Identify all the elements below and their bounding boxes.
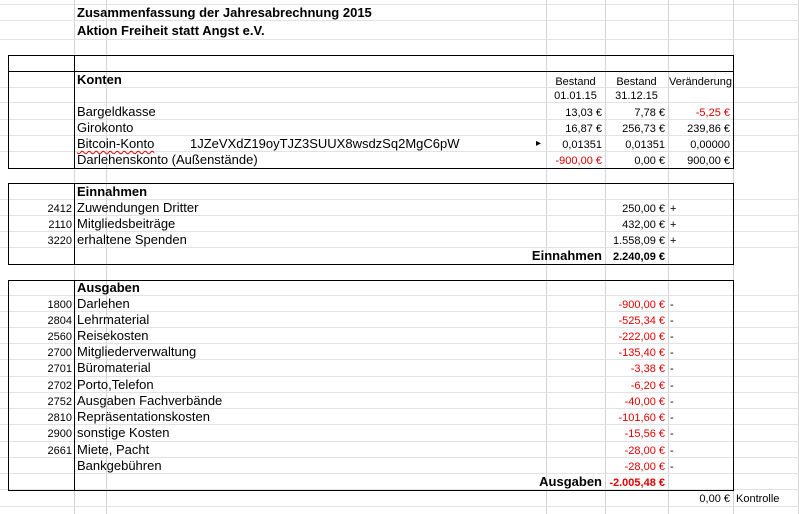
- sign-minus[interactable]: -: [670, 396, 674, 408]
- sign-minus[interactable]: -: [670, 315, 674, 327]
- konto-end[interactable]: 0,00 €: [634, 155, 665, 167]
- expense-amount[interactable]: -28,00 €: [624, 445, 665, 457]
- expense-amount[interactable]: -40,00 €: [624, 396, 665, 408]
- bitcoin-address[interactable]: 1JZeVXdZ19oyTJZ3SUUX8wsdzSq2MgC6pW: [190, 136, 460, 151]
- expense-label[interactable]: Porto,Telefon: [77, 377, 154, 392]
- expense-label[interactable]: Lehrmaterial: [77, 312, 150, 327]
- konto-start[interactable]: -900,00 €: [555, 155, 602, 167]
- account-code[interactable]: 2560: [47, 331, 72, 343]
- einnahmen-total[interactable]: 2.240,09 €: [613, 251, 665, 263]
- account-code[interactable]: 2810: [47, 412, 72, 424]
- expense-label[interactable]: sonstige Kosten: [77, 425, 170, 440]
- col-bestand-start[interactable]: Bestand: [555, 76, 596, 88]
- konto-end[interactable]: 7,78 €: [634, 107, 665, 119]
- konto-start[interactable]: 0,01351: [562, 139, 602, 151]
- sign-minus[interactable]: -: [670, 363, 674, 375]
- date-start[interactable]: 01.01.15: [554, 90, 597, 102]
- org-name[interactable]: Aktion Freiheit statt Angst e.V.: [77, 23, 265, 38]
- date-end[interactable]: 31.12.15: [615, 90, 658, 102]
- konto-change[interactable]: -5,25 €: [695, 107, 730, 119]
- sheet-title[interactable]: Zusammenfassung der Jahresabrechnung 201…: [77, 5, 372, 20]
- ausgaben-box: [8, 280, 734, 491]
- account-code[interactable]: 2110: [48, 219, 72, 231]
- income-label[interactable]: Mitgliedsbeiträge: [77, 216, 176, 231]
- account-code[interactable]: 3220: [47, 235, 72, 247]
- sign-minus[interactable]: -: [670, 299, 674, 311]
- kontrolle-value[interactable]: 0,00 €: [699, 493, 730, 505]
- account-code[interactable]: 2661: [47, 445, 72, 457]
- expense-amount[interactable]: -222,00 €: [618, 331, 665, 343]
- ausgaben-total-label[interactable]: Ausgaben: [539, 474, 602, 489]
- sign-minus[interactable]: -: [670, 380, 674, 392]
- expense-label[interactable]: Darlehen: [77, 296, 130, 311]
- expense-amount[interactable]: -3,38 €: [630, 363, 665, 375]
- einnahmen-total-label[interactable]: Einnahmen: [531, 248, 602, 263]
- sign-plus[interactable]: +: [670, 235, 677, 247]
- konto-start[interactable]: 16,87 €: [565, 123, 602, 135]
- konto-end[interactable]: 256,73 €: [622, 123, 665, 135]
- expense-amount[interactable]: -28,00 €: [624, 461, 665, 473]
- sign-minus[interactable]: -: [670, 347, 674, 359]
- konto-change[interactable]: 900,00 €: [687, 155, 730, 167]
- sign-minus[interactable]: -: [670, 331, 674, 343]
- ausgaben-total[interactable]: -2.005,48 €: [609, 477, 665, 489]
- expense-label[interactable]: Repräsentationskosten: [77, 409, 210, 424]
- konto-change[interactable]: 0,00000: [690, 139, 730, 151]
- einnahmen-header[interactable]: Einnahmen: [77, 184, 148, 199]
- expense-amount[interactable]: -525,34 €: [618, 315, 665, 327]
- account-code[interactable]: 2700: [47, 347, 72, 359]
- income-label[interactable]: Zuwendungen Dritter: [77, 200, 199, 215]
- einnahmen-box: [8, 183, 734, 265]
- expense-label[interactable]: Bankgebühren: [77, 458, 162, 473]
- col-bestand-end[interactable]: Bestand: [616, 76, 657, 88]
- expense-amount[interactable]: -135,40 €: [618, 347, 665, 359]
- konto-change[interactable]: 239,86 €: [687, 123, 730, 135]
- sign-plus[interactable]: +: [670, 203, 677, 215]
- sign-minus[interactable]: -: [670, 412, 674, 424]
- account-code[interactable]: 1800: [47, 299, 72, 311]
- expense-label[interactable]: Reisekosten: [77, 328, 149, 343]
- expense-amount[interactable]: -101,60 €: [618, 412, 665, 424]
- konto-label[interactable]: Darlehenskonto (Außenstände): [77, 152, 258, 167]
- konten-header[interactable]: Konten: [77, 72, 122, 87]
- account-code[interactable]: 2412: [47, 203, 72, 215]
- account-code[interactable]: 2702: [47, 380, 72, 392]
- sign-minus[interactable]: -: [670, 428, 674, 440]
- konto-label[interactable]: Bitcoin-Konto: [77, 136, 155, 151]
- overflow-arrow-icon: ▸: [536, 138, 542, 149]
- expense-label[interactable]: Büromaterial: [77, 360, 151, 375]
- income-label[interactable]: erhaltene Spenden: [77, 232, 187, 247]
- sign-plus[interactable]: +: [670, 219, 677, 231]
- kontrolle-label[interactable]: Kontrolle: [736, 493, 780, 505]
- expense-amount[interactable]: -6,20 €: [630, 380, 665, 392]
- konto-start[interactable]: 13,03 €: [565, 107, 602, 119]
- col-veraenderung[interactable]: Veränderung: [669, 76, 732, 88]
- income-amount[interactable]: 250,00 €: [622, 203, 665, 215]
- expense-amount[interactable]: -15,56 €: [624, 428, 665, 440]
- konten-box: [8, 55, 734, 169]
- sign-minus[interactable]: -: [670, 461, 674, 473]
- income-amount[interactable]: 432,00 €: [622, 219, 665, 231]
- account-code[interactable]: 2804: [47, 315, 72, 327]
- konto-end[interactable]: 0,01351: [625, 139, 665, 151]
- expense-label[interactable]: Mitgliederverwaltung: [77, 344, 197, 359]
- expense-label[interactable]: Miete, Pacht: [77, 442, 150, 457]
- sign-minus[interactable]: -: [670, 445, 674, 457]
- konto-label[interactable]: Bargeldkasse: [77, 104, 156, 119]
- konto-label[interactable]: Girokonto: [77, 120, 134, 135]
- account-code[interactable]: 2701: [47, 363, 72, 375]
- account-code[interactable]: 2752: [47, 396, 72, 408]
- income-amount[interactable]: 1.558,09 €: [613, 235, 665, 247]
- account-code[interactable]: 2900: [47, 428, 72, 440]
- expense-label[interactable]: Ausgaben Fachverbände: [77, 393, 223, 408]
- ausgaben-header[interactable]: Ausgaben: [77, 280, 140, 295]
- expense-amount[interactable]: -900,00 €: [618, 299, 665, 311]
